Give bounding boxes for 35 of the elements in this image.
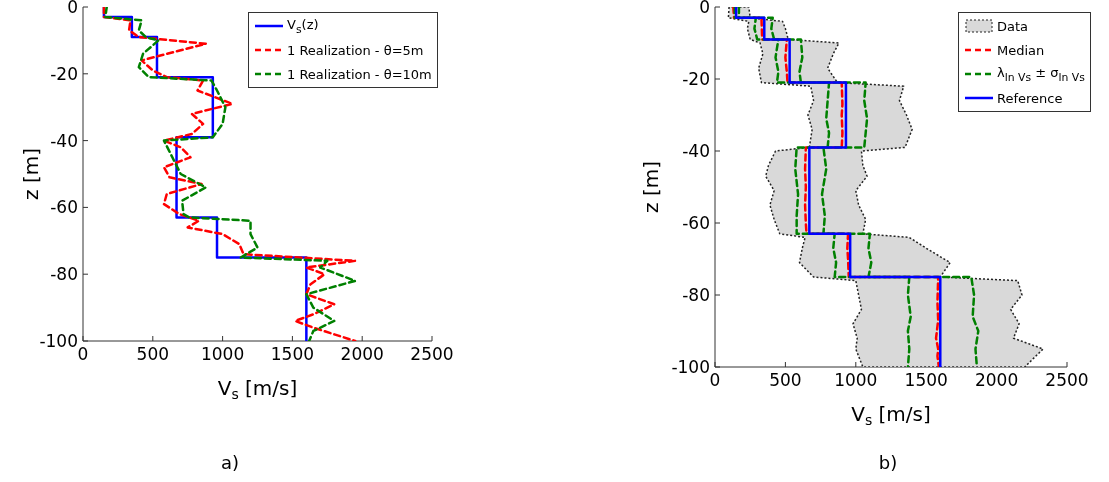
y-tick-label: -60 bbox=[50, 197, 78, 218]
text: b) bbox=[877, 452, 899, 473]
legend-label: λ$_{ln Vs}$ ± σ$_{ln Vs}$ bbox=[997, 64, 1085, 84]
y-tick-label: -100 bbox=[39, 331, 78, 352]
y-tick-label: 0 bbox=[699, 0, 710, 18]
x-axis-title: V$_{s}$ [m/s] bbox=[851, 402, 931, 429]
legend-label: Reference bbox=[997, 90, 1063, 106]
legend-label: 1 Realization - θ=5m bbox=[287, 42, 424, 58]
x-tick-label: 1000 bbox=[200, 344, 245, 365]
x-tick-label: 1000 bbox=[834, 370, 878, 391]
y-tick-label: 0 bbox=[67, 0, 78, 18]
legend-label: Median bbox=[997, 42, 1045, 58]
y-axis-title: z [m] bbox=[19, 148, 43, 200]
text: a) bbox=[219, 452, 241, 473]
y-axis-title: z [m] bbox=[639, 161, 663, 213]
x-tick-label: 1500 bbox=[270, 344, 315, 365]
legend-label: 1 Realization - θ=10m bbox=[287, 66, 432, 82]
y-tick-label: -80 bbox=[50, 264, 78, 285]
x-axis-title: V$_{s}$ [m/s] bbox=[217, 376, 298, 403]
y-tick-label: -100 bbox=[671, 357, 710, 378]
legend-label: Data bbox=[997, 18, 1029, 34]
x-tick-label: 1500 bbox=[904, 370, 948, 391]
y-tick-label: -20 bbox=[50, 63, 78, 84]
x-tick-label: 2500 bbox=[1045, 370, 1089, 391]
y-tick-label: -80 bbox=[682, 285, 710, 306]
x-tick-label: 500 bbox=[769, 370, 802, 391]
x-tick-label: 500 bbox=[136, 344, 170, 365]
x-tick-label: 2500 bbox=[410, 344, 454, 365]
y-tick-label: -60 bbox=[682, 213, 710, 234]
x-tick-label: 2000 bbox=[340, 344, 384, 365]
y-tick-label: -20 bbox=[682, 69, 710, 90]
x-tick-label: 2000 bbox=[974, 370, 1019, 391]
legend-label: V$_{s}$(z) bbox=[287, 16, 319, 36]
y-tick-label: -40 bbox=[50, 130, 78, 151]
y-tick-label: -40 bbox=[682, 141, 710, 162]
